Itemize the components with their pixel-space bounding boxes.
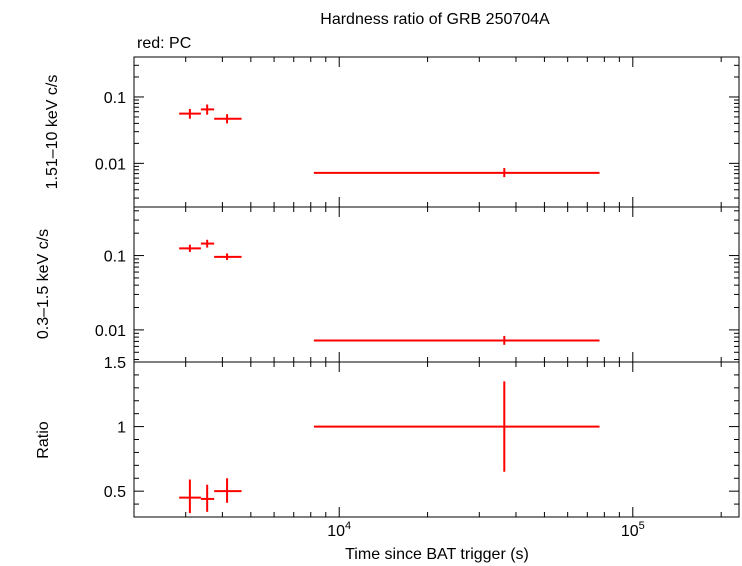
- data-point: [200, 484, 215, 512]
- data-point: [214, 253, 242, 261]
- panel-top-points: [179, 104, 600, 178]
- data-point: [200, 104, 215, 115]
- data-point: [214, 114, 242, 124]
- data-point: [179, 108, 201, 119]
- panel-middle-frame: [133, 206, 740, 363]
- x-axis-label: Time since BAT trigger (s): [345, 546, 529, 563]
- panel-middle-points: [179, 239, 600, 345]
- y-tick-label: 0.01: [95, 156, 126, 173]
- y-tick-label: 1: [117, 420, 126, 437]
- x-tick-label: 105: [621, 520, 645, 540]
- panel-middle-ylabel: 0.3–1.5 keV c/s: [35, 229, 52, 339]
- panel-middle-ticks: 0.1 0.01: [95, 207, 739, 362]
- x-tick-label: 104: [327, 520, 351, 540]
- y-tick-label: 0.1: [104, 90, 126, 107]
- x-tick-labels: 104 105: [327, 520, 645, 540]
- panel-bottom: 0.5 1 1.5: [104, 355, 740, 518]
- data-point: [214, 478, 242, 503]
- panel-bottom-ticks: 0.5 1 1.5: [104, 355, 739, 518]
- panel-middle: 0.1 0.01: [95, 206, 740, 363]
- data-point: [179, 479, 201, 514]
- y-tick-label: 1.5: [104, 355, 126, 372]
- data-point: [179, 244, 201, 252]
- panel-bottom-points: [179, 381, 600, 514]
- panel-bottom-ylabel: Ratio: [35, 421, 52, 458]
- y-tick-label: 0.5: [104, 484, 126, 501]
- panel-top-ylabel: 1.51–10 keV c/s: [44, 75, 61, 190]
- chart-subtitle: red: PC: [137, 35, 191, 52]
- data-point: [313, 335, 600, 345]
- y-tick-label: 0.1: [104, 249, 126, 266]
- data-point: [313, 168, 600, 178]
- data-point: [313, 381, 600, 472]
- panel-top: 0.1 0.01: [95, 56, 740, 208]
- panel-bottom-frame: [133, 361, 740, 518]
- chart-title: Hardness ratio of GRB 250704A: [320, 11, 550, 28]
- data-point: [200, 239, 215, 248]
- panel-top-ticks: 0.1 0.01: [95, 56, 739, 207]
- panel-top-frame: [133, 56, 740, 208]
- y-tick-label: 0.01: [95, 323, 126, 340]
